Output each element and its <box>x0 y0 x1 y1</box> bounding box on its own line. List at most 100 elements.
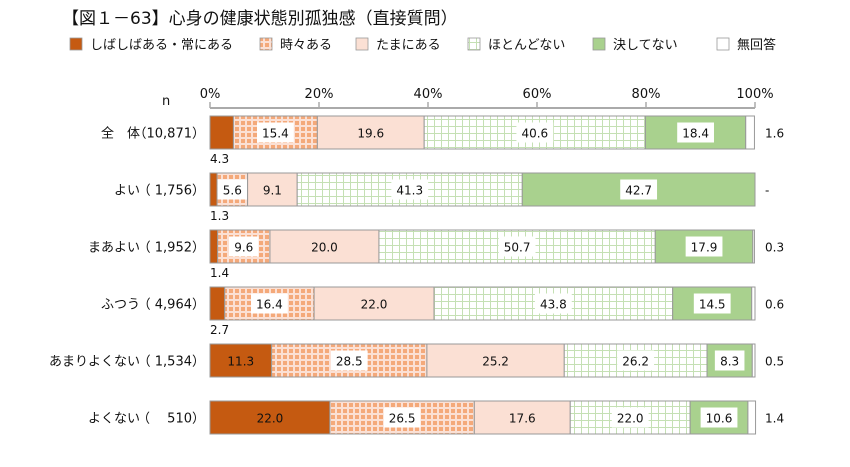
data-label: 42.7 <box>625 184 652 198</box>
category-n: （10,871） <box>134 127 206 142</box>
data-label: 8.3 <box>720 355 739 369</box>
bar-row: まあよい（ 1,952） 1.4 9.6 20.0 50.7 17.9 0.3 <box>88 229 784 280</box>
data-label: 22.0 <box>361 298 388 312</box>
bar-segment <box>209 229 219 264</box>
data-label: 18.4 <box>682 127 709 141</box>
data-label-bg <box>685 236 723 257</box>
data-label: 10.6 <box>706 412 733 426</box>
data-label: 19.6 <box>357 127 384 141</box>
axis-tick-label: 40% <box>414 87 443 102</box>
data-label-bg <box>516 122 554 143</box>
bar-segment <box>747 400 757 435</box>
data-label-bg <box>391 179 429 200</box>
category-label: よくない <box>88 412 140 427</box>
bars: 全 体（10,871） 4.3 15.4 19.6 40.6 18.4 1.6 よい（ 1,7… <box>49 115 784 435</box>
data-label-bg <box>534 293 572 314</box>
legend-label: 決してない <box>613 38 678 53</box>
data-label: 11.3 <box>227 355 254 369</box>
bar-segment <box>209 172 218 207</box>
data-label: 15.4 <box>262 127 289 141</box>
data-label: 1.4 <box>210 266 229 280</box>
data-label: 1.3 <box>210 209 229 223</box>
data-label: 0.5 <box>765 355 784 369</box>
legend-swatch <box>592 37 606 51</box>
bar-segment <box>247 172 298 207</box>
data-label: 26.2 <box>622 355 649 369</box>
data-label: 16.4 <box>256 298 283 312</box>
axis-tick-label: 80% <box>632 87 661 102</box>
bar-segment <box>751 286 756 321</box>
data-label: 41.3 <box>396 184 423 198</box>
data-label: 9.1 <box>263 184 282 198</box>
data-label: 43.8 <box>540 298 567 312</box>
bar-row: よい（ 1,756） 1.3 5.6 9.1 41.3 42.7 - <box>114 172 769 223</box>
bar-segment <box>209 343 273 378</box>
legend-swatch <box>69 37 83 51</box>
bar-row: よくない（ 510） 22.0 26.5 17.6 22.0 10.6 1.4 <box>88 400 784 435</box>
data-label-bg <box>617 350 655 371</box>
data-label-bg <box>700 407 738 428</box>
bar-segment <box>745 115 755 150</box>
legend-label: しばしばある・常にある <box>90 38 233 53</box>
category-n: （ 1,534） <box>138 355 205 370</box>
data-label-bg <box>620 179 658 200</box>
data-label-bg <box>714 350 745 371</box>
bar-segment <box>209 115 234 150</box>
data-label: 20.0 <box>311 241 338 255</box>
bar-segment <box>209 400 331 435</box>
data-label: 28.5 <box>336 355 363 369</box>
data-label: 17.6 <box>509 412 536 426</box>
axis-tick-label: 60% <box>523 87 552 102</box>
data-label: 22.0 <box>257 412 284 426</box>
data-label: - <box>765 184 769 198</box>
category-n: （ 4,964） <box>138 298 205 313</box>
legend: しばしばある・常にある 時々ある たまにある ほとんどない 決してない 無回答 <box>69 37 776 53</box>
data-label: 40.6 <box>521 127 548 141</box>
data-label-bg <box>228 236 259 257</box>
bar-segment <box>752 229 755 264</box>
axis-tick-label: 100% <box>736 87 773 102</box>
category-n: （ 1,756） <box>138 184 205 199</box>
legend-label: 時々ある <box>280 38 332 53</box>
legend-swatch <box>259 37 273 51</box>
data-label: 5.6 <box>223 184 242 198</box>
data-label: 26.5 <box>389 412 416 426</box>
legend-swatch <box>467 37 481 51</box>
data-label-bg <box>330 350 368 371</box>
bar-segment <box>521 172 756 207</box>
axis-tick-label: 20% <box>305 87 334 102</box>
n-label: n <box>162 94 170 109</box>
data-label-bg <box>217 179 248 200</box>
data-label: 22.0 <box>617 412 644 426</box>
bar-segment <box>269 229 380 264</box>
legend-label: 無回答 <box>737 37 776 53</box>
legend-label: たまにある <box>376 38 441 53</box>
data-label: 1.6 <box>765 127 784 141</box>
chart-title: 【図１－63】心身の健康状態別孤独感（直接質問） <box>62 9 458 29</box>
category-label: ふつう <box>101 298 140 313</box>
data-label-bg <box>693 293 731 314</box>
data-label: 14.5 <box>699 298 726 312</box>
bar-row: ふつう（ 4,964） 2.7 16.4 22.0 43.8 14.5 0.6 <box>101 286 784 337</box>
data-label-bg <box>677 122 714 143</box>
data-label: 2.7 <box>210 323 229 337</box>
category-n: （ 510） <box>137 412 205 427</box>
legend-swatch <box>355 37 369 51</box>
category-label: あまりよくない <box>49 355 140 370</box>
data-label: 4.3 <box>210 152 229 166</box>
bar-segment <box>209 286 226 321</box>
data-label: 1.4 <box>765 412 784 426</box>
legend-label: ほとんどない <box>488 38 565 53</box>
bar-segment <box>313 286 435 321</box>
x-axis: 0% 20% 40% 60% 80% 100% <box>200 87 774 109</box>
data-label: 0.6 <box>765 298 784 312</box>
data-label: 9.6 <box>234 241 253 255</box>
data-label: 25.2 <box>482 355 509 369</box>
data-label: 0.3 <box>765 241 784 255</box>
data-label-bg <box>611 407 649 428</box>
data-label-bg <box>257 122 294 143</box>
axis-tick-label: 0% <box>200 87 221 102</box>
data-label: 17.9 <box>691 241 718 255</box>
data-label-bg <box>251 293 288 314</box>
